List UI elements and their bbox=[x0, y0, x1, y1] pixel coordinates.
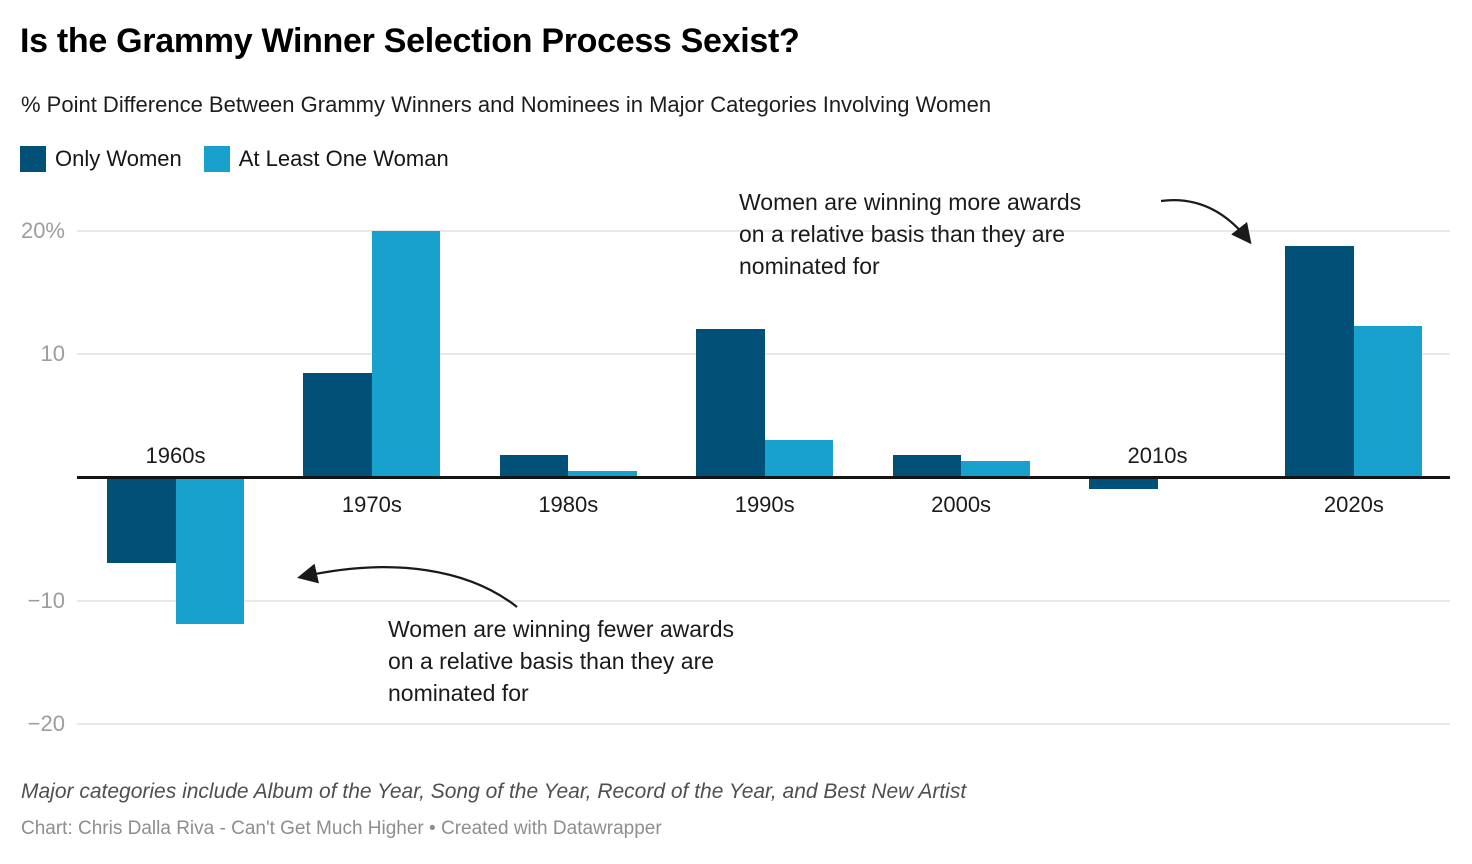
legend: Only Women At Least One Woman bbox=[20, 146, 449, 172]
legend-label-only-women: Only Women bbox=[55, 146, 182, 171]
legend-swatch-only-women bbox=[20, 146, 46, 172]
gridline--20 bbox=[77, 723, 1450, 726]
legend-swatch-at-least-one-woman bbox=[203, 146, 230, 172]
x-label-1990s: 1990s bbox=[734, 491, 795, 517]
chart-subtitle: % Point Difference Between Grammy Winner… bbox=[21, 92, 992, 117]
x-label-2010s: 2010s bbox=[1127, 442, 1188, 468]
bar-only-women-2000s[interactable] bbox=[892, 455, 962, 478]
bar-at-least-one-woman-1960s[interactable] bbox=[175, 477, 244, 625]
legend-item-only-women: Only Women bbox=[20, 146, 182, 172]
bar-only-women-2020s[interactable] bbox=[1285, 245, 1354, 478]
x-axis-line bbox=[77, 476, 1450, 479]
footnote: Major categories include Album of the Ye… bbox=[21, 780, 967, 803]
plot-area: 20% 10 −10 −20 1960s 1970s 1980s 1990s 2000s 2010… bbox=[20, 217, 1450, 737]
y-tick-label-20: 20% bbox=[20, 217, 65, 243]
attribution: Chart: Chris Dalla Riva - Can't Get Much… bbox=[21, 818, 662, 839]
bar-at-least-one-woman-1970s[interactable] bbox=[371, 230, 441, 478]
x-label-1970s: 1970s bbox=[341, 491, 402, 517]
chart-title: Is the Grammy Winner Selection Process S… bbox=[20, 22, 800, 60]
bar-at-least-one-woman-2000s[interactable] bbox=[961, 461, 1030, 478]
y-tick-label--10: −10 bbox=[27, 587, 65, 613]
annotation-winning-more: Women are winning more awards on a relat… bbox=[739, 189, 1082, 279]
gridline-20 bbox=[77, 229, 1450, 232]
x-label-2020s: 2020s bbox=[1323, 491, 1384, 517]
y-tick-label-10: 10 bbox=[40, 341, 65, 367]
legend-item-at-least-one-woman: At Least One Woman bbox=[203, 146, 449, 172]
legend-label-at-least-one-woman: At Least One Woman bbox=[238, 146, 449, 171]
y-tick-label--20: −20 bbox=[27, 711, 65, 737]
gridline--10 bbox=[77, 599, 1450, 602]
annotation-winning-fewer: Women are winning fewer awards on a rela… bbox=[388, 616, 735, 706]
bar-only-women-1980s[interactable] bbox=[499, 455, 569, 478]
bar-only-women-2010s[interactable] bbox=[1089, 477, 1158, 489]
bar-at-least-one-woman-1980s[interactable] bbox=[568, 471, 637, 478]
x-label-1980s: 1980s bbox=[538, 491, 599, 517]
bar-only-women-1960s[interactable] bbox=[107, 477, 176, 563]
x-label-2000s: 2000s bbox=[931, 491, 992, 517]
bar-only-women-1970s[interactable] bbox=[303, 372, 372, 478]
bar-at-least-one-woman-2020s[interactable] bbox=[1353, 325, 1423, 478]
bar-at-least-one-woman-1990s[interactable] bbox=[764, 440, 834, 478]
x-label-1960s: 1960s bbox=[145, 442, 206, 468]
bar-only-women-1990s[interactable] bbox=[696, 329, 765, 478]
